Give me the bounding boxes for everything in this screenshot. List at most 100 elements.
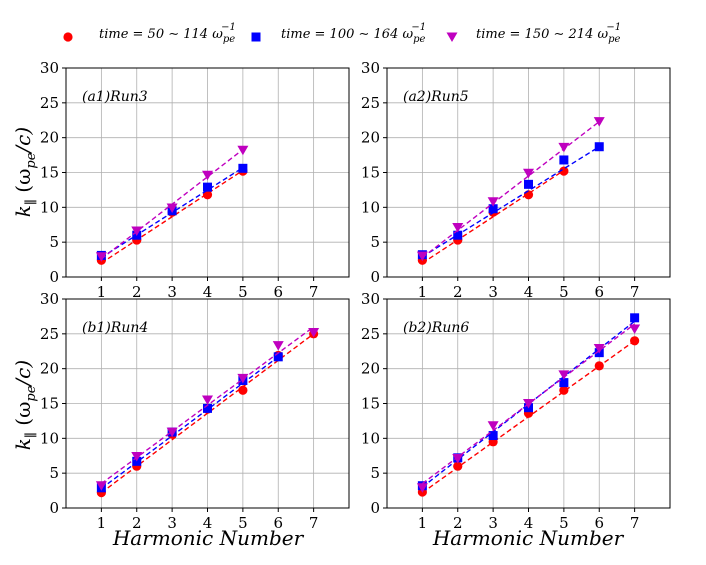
x-tick-label: 7 — [630, 283, 640, 301]
data-point — [416, 251, 428, 262]
data-point — [593, 343, 605, 354]
x-tick-label: 7 — [309, 514, 319, 532]
fit-line — [422, 146, 600, 258]
data-point — [131, 226, 143, 237]
data-point — [594, 361, 604, 371]
data-point — [452, 454, 464, 464]
data-point — [95, 252, 107, 262]
data-point — [487, 197, 499, 207]
panel-label: (a2)Run5 — [403, 89, 469, 105]
y-tick-label: 25 — [361, 325, 380, 343]
y-tick-label: 25 — [40, 325, 59, 343]
y-tick-label: 15 — [361, 164, 380, 182]
y-tick-label: 30 — [40, 59, 59, 77]
x-tick-label: 2 — [132, 514, 142, 532]
series-3 — [416, 117, 605, 262]
y-tick-label: 10 — [361, 429, 380, 447]
x-tick-label: 5 — [559, 514, 569, 532]
x-tick-label: 3 — [167, 283, 177, 301]
y-tick-label: 10 — [40, 198, 59, 216]
legend: time = 50 ∼ 114 ωpe−1 time = 100 ∼ 164 ωp… — [63, 22, 621, 45]
x-tick-label: 2 — [453, 514, 463, 532]
x-tick-label: 1 — [418, 514, 428, 532]
x-tick-label: 2 — [132, 283, 142, 301]
fit-line — [100, 356, 279, 490]
axis-labels: Harmonic Number Harmonic Number k∥ (ωpe/c)… — [11, 127, 625, 550]
data-point — [272, 341, 284, 351]
y-tick-label: 30 — [40, 290, 59, 308]
panel-3: 1 2 3 4 5 6 7 0 5 10 15 20 25 30 (b1)Run4 — [40, 290, 350, 532]
data-point — [487, 421, 499, 431]
y-tick-label: 20 — [40, 129, 59, 147]
y-tick-label: 10 — [361, 198, 380, 216]
data-point — [202, 170, 213, 181]
x-tick-label: 4 — [524, 283, 534, 301]
data-point — [559, 385, 569, 395]
series-3 — [416, 323, 641, 493]
x-axis-label-right: Harmonic Number — [432, 526, 625, 550]
data-point — [559, 155, 569, 165]
x-tick-label: 7 — [309, 283, 319, 301]
data-point — [453, 230, 463, 240]
y-tick-label: 30 — [361, 290, 380, 308]
x-tick-label: 4 — [203, 514, 213, 532]
data-point — [524, 179, 533, 189]
x-tick-label: 4 — [203, 283, 213, 301]
legend-item-1: time = 50 ∼ 114 ωpe−1 — [63, 22, 236, 45]
legend-label: time = 50 ∼ 114 ωpe−1 — [99, 22, 236, 45]
data-point — [488, 204, 498, 214]
y-tick-label: 5 — [370, 464, 380, 482]
data-point — [594, 142, 604, 152]
legend-item-2: time = 100 ∼ 164 ωpe−1 — [251, 22, 426, 45]
legend-marker — [251, 32, 261, 42]
y-tick-label: 5 — [49, 233, 59, 251]
panel-label: (b2)Run6 — [403, 320, 469, 336]
y-tick-label: 15 — [40, 395, 59, 413]
legend-marker — [446, 32, 458, 42]
series-3 — [95, 326, 320, 491]
legend-marker — [63, 32, 73, 42]
x-tick-label: 6 — [594, 514, 604, 532]
y-tick-label: 25 — [361, 94, 380, 112]
y-tick-label: 20 — [40, 360, 59, 378]
data-point — [453, 461, 463, 471]
y-tick-label: 15 — [361, 395, 380, 413]
data-point — [559, 378, 569, 388]
data-point — [308, 327, 320, 338]
data-point — [131, 451, 143, 462]
data-point — [629, 324, 641, 334]
data-point — [166, 427, 178, 438]
data-point — [630, 313, 640, 323]
y-tick-label: 0 — [49, 499, 59, 517]
data-point — [558, 370, 570, 380]
data-point — [203, 182, 212, 192]
x-tick-label: 4 — [524, 514, 534, 532]
y-tick-label: 5 — [370, 233, 380, 251]
series-2 — [417, 142, 604, 260]
legend-item-3: time = 150 ∼ 214 ωpe−1 — [446, 22, 621, 45]
y-tick-label: 15 — [40, 164, 59, 182]
data-point — [523, 399, 534, 409]
y-tick-label: 25 — [40, 94, 59, 112]
data-point — [237, 145, 249, 156]
data-point — [203, 403, 212, 413]
x-tick-label: 6 — [273, 283, 283, 301]
x-tick-label: 1 — [418, 283, 428, 301]
x-tick-label: 3 — [488, 283, 498, 301]
x-tick-label: 5 — [559, 283, 569, 301]
y-tick-label: 20 — [361, 360, 380, 378]
series-2 — [96, 352, 283, 493]
x-tick-label: 1 — [97, 514, 107, 532]
x-tick-label: 3 — [488, 514, 498, 532]
x-tick-label: 2 — [453, 283, 463, 301]
data-point — [416, 483, 428, 493]
panel-4: 1 2 3 4 5 6 7 0 5 10 15 20 25 30 (b2)Run6 — [361, 290, 671, 532]
data-point — [202, 395, 213, 406]
series-3 — [95, 145, 249, 262]
data-point — [523, 168, 534, 179]
panel-label: (b1)Run4 — [82, 320, 148, 336]
y-tick-label: 10 — [40, 429, 59, 447]
data-point — [452, 223, 464, 233]
fit-line — [421, 121, 600, 259]
y-tick-label: 0 — [370, 499, 380, 517]
